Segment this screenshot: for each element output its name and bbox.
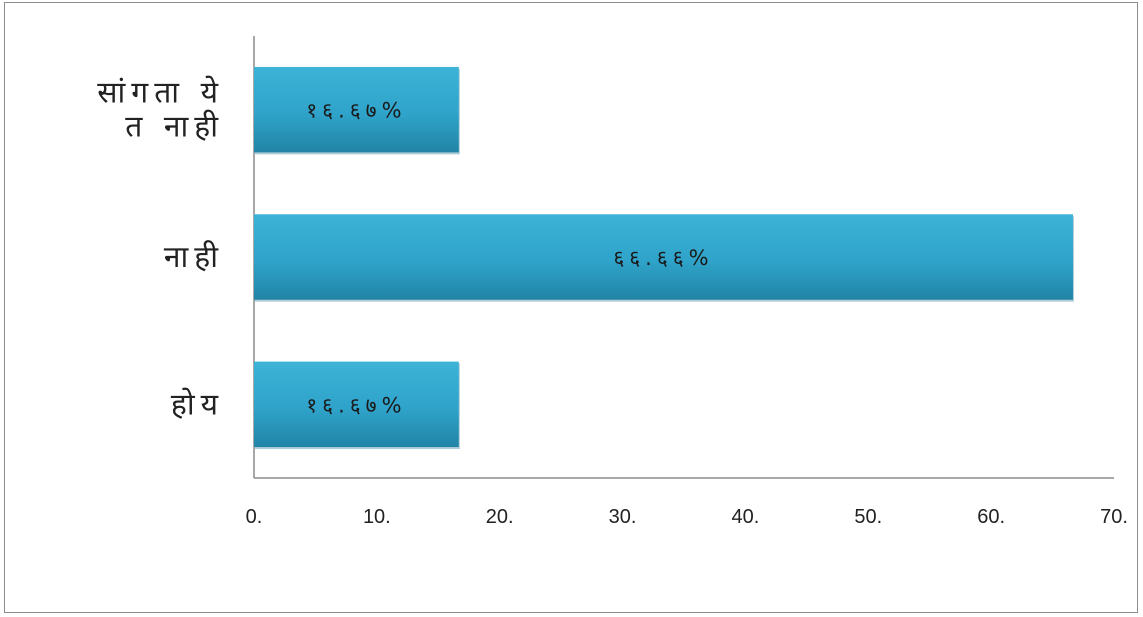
category-label: त नाही — [125, 110, 224, 145]
chart-frame — [4, 2, 1138, 613]
x-tick-label: 20. — [486, 506, 514, 528]
data-label: ६६.६६% — [613, 246, 713, 270]
x-tick-label: 70. — [1100, 506, 1128, 528]
x-tick-label: 10. — [363, 506, 391, 528]
bar — [254, 66, 459, 153]
data-labels: १६.६७% ६६.६६% १६.६७% — [306, 99, 713, 418]
category-label: नाही — [164, 240, 224, 275]
x-tick-label: 0. — [246, 506, 263, 528]
x-tick-label: 30. — [609, 506, 637, 528]
data-label: १६.६७% — [306, 99, 406, 123]
bar — [254, 214, 1073, 300]
x-tick-label: 60. — [977, 506, 1005, 528]
x-tick-labels: 0. 10. 20. 30. 40. 50. 60. 70. — [246, 506, 1128, 528]
bars — [254, 66, 1074, 450]
category-labels: होय नाही सांगता येत नाही — [97, 76, 224, 423]
data-label: १६.६७% — [306, 393, 406, 417]
category-label: होय — [171, 387, 224, 422]
x-tick-label: 50. — [854, 506, 882, 528]
category-label: सांगता ये — [97, 76, 224, 111]
bar — [254, 361, 459, 448]
x-tick-label: 40. — [732, 506, 760, 528]
